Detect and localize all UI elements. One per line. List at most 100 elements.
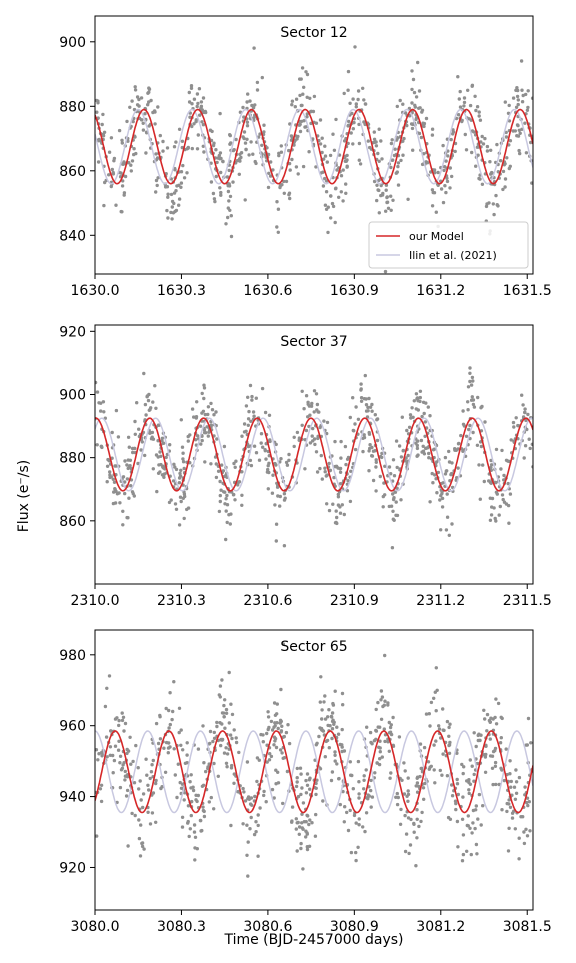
data-point bbox=[132, 494, 136, 498]
data-point bbox=[529, 140, 533, 145]
data-point bbox=[410, 87, 414, 92]
data-point bbox=[172, 145, 177, 149]
data-point bbox=[474, 164, 478, 168]
data-point bbox=[394, 500, 398, 504]
data-point bbox=[468, 758, 472, 762]
data-point bbox=[411, 77, 416, 82]
data-point bbox=[456, 113, 461, 117]
data-point bbox=[269, 719, 274, 724]
data-point bbox=[389, 141, 394, 146]
data-point bbox=[158, 713, 162, 718]
data-point bbox=[362, 787, 366, 791]
data-point bbox=[406, 453, 410, 458]
data-point bbox=[412, 830, 416, 834]
data-point bbox=[340, 691, 345, 696]
data-point bbox=[444, 469, 448, 473]
data-point bbox=[299, 103, 303, 108]
data-point bbox=[447, 725, 451, 730]
data-point bbox=[178, 495, 183, 499]
data-point bbox=[120, 711, 124, 715]
data-point bbox=[279, 150, 284, 154]
data-point bbox=[394, 439, 399, 443]
data-point bbox=[329, 778, 334, 783]
x-tick-label: 3080.6 bbox=[243, 919, 292, 935]
data-point bbox=[158, 470, 162, 474]
data-point bbox=[274, 539, 278, 543]
data-point bbox=[136, 766, 140, 770]
data-point bbox=[424, 116, 429, 121]
data-point bbox=[288, 196, 292, 201]
data-point bbox=[346, 141, 350, 146]
data-point bbox=[506, 849, 511, 853]
data-point bbox=[441, 200, 446, 205]
data-point bbox=[307, 844, 312, 848]
data-point bbox=[367, 469, 371, 473]
data-point bbox=[135, 95, 140, 99]
data-point bbox=[368, 443, 372, 447]
data-point bbox=[255, 88, 260, 92]
data-point bbox=[142, 847, 146, 851]
data-point bbox=[481, 142, 486, 146]
data-point bbox=[183, 494, 187, 499]
data-point bbox=[351, 127, 355, 131]
data-point bbox=[314, 450, 319, 454]
data-point bbox=[450, 783, 454, 787]
data-point bbox=[177, 183, 181, 187]
data-point bbox=[192, 830, 197, 834]
data-point bbox=[310, 434, 314, 438]
data-point bbox=[244, 147, 248, 152]
data-point bbox=[304, 829, 308, 833]
data-point bbox=[242, 115, 246, 119]
data-point bbox=[224, 761, 229, 765]
data-point bbox=[443, 455, 448, 460]
data-point bbox=[506, 481, 510, 486]
data-point bbox=[524, 151, 529, 155]
ilin-model-line bbox=[95, 730, 533, 814]
data-point bbox=[132, 147, 136, 151]
data-point bbox=[482, 753, 486, 757]
data-point bbox=[331, 204, 336, 209]
data-point bbox=[282, 734, 286, 739]
data-point bbox=[215, 160, 219, 165]
data-point bbox=[507, 802, 511, 806]
data-point bbox=[477, 792, 482, 797]
data-point bbox=[224, 509, 228, 513]
data-point bbox=[318, 142, 323, 146]
data-point bbox=[116, 435, 121, 439]
data-point bbox=[300, 812, 304, 816]
data-point bbox=[126, 458, 130, 462]
data-point bbox=[185, 171, 189, 175]
data-point bbox=[460, 817, 465, 821]
data-point bbox=[278, 748, 283, 752]
data-point bbox=[298, 93, 302, 98]
data-point bbox=[164, 706, 168, 711]
data-point bbox=[426, 405, 430, 409]
data-point bbox=[524, 418, 528, 423]
data-point bbox=[320, 708, 324, 712]
data-point bbox=[482, 479, 486, 484]
data-point bbox=[415, 790, 420, 794]
data-point bbox=[317, 410, 321, 414]
data-point bbox=[367, 396, 371, 401]
data-point bbox=[201, 144, 205, 148]
data-point bbox=[131, 119, 135, 124]
data-point bbox=[494, 193, 498, 198]
data-point bbox=[129, 762, 133, 766]
data-point bbox=[203, 460, 207, 464]
data-point bbox=[507, 798, 511, 802]
data-point bbox=[222, 703, 226, 708]
data-point bbox=[299, 77, 303, 81]
data-point bbox=[295, 776, 299, 780]
data-point bbox=[315, 470, 320, 474]
plot-area bbox=[95, 366, 533, 550]
data-point bbox=[110, 430, 114, 435]
data-point bbox=[383, 464, 387, 468]
data-point bbox=[227, 721, 231, 725]
data-point bbox=[114, 203, 118, 207]
data-point bbox=[108, 470, 112, 474]
data-point bbox=[117, 723, 121, 728]
data-point bbox=[420, 810, 424, 815]
data-point bbox=[407, 851, 411, 856]
data-point bbox=[339, 190, 343, 194]
data-point bbox=[159, 462, 163, 467]
